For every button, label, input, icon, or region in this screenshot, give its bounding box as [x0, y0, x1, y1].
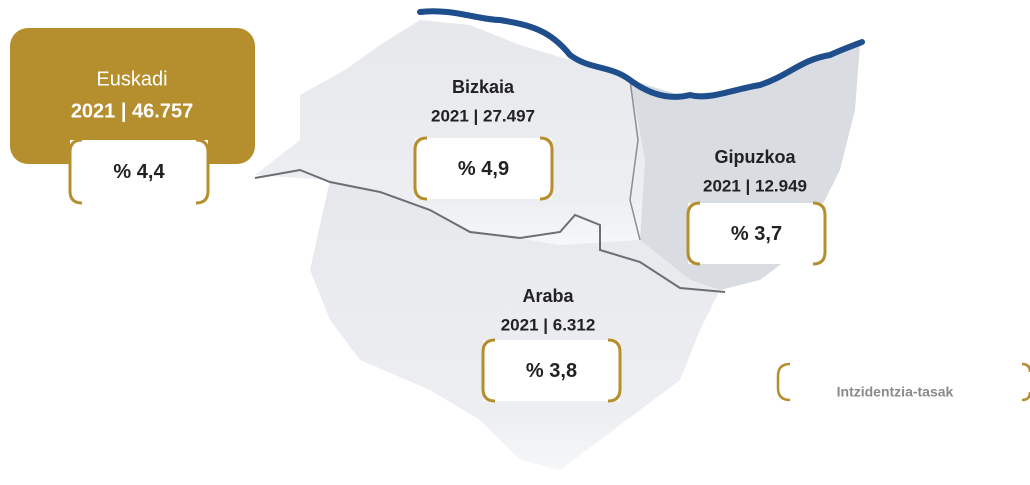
bizkaia-area	[255, 20, 645, 245]
bracket	[776, 362, 791, 402]
rate-box	[415, 138, 552, 199]
border	[629, 79, 641, 241]
region-name: Araba	[522, 286, 574, 306]
rate-box	[483, 340, 620, 401]
coastline	[417, 8, 865, 100]
rate-box	[688, 203, 825, 264]
rate: % 3,8	[526, 360, 577, 382]
region-figure: 2021 | 6.312	[501, 315, 596, 334]
rate-box	[70, 140, 208, 203]
bracket	[195, 138, 210, 205]
total-figure: 2021 | 46.757	[71, 100, 193, 122]
rate: % 4,4	[113, 161, 165, 183]
legend: Intzidentzia-tasak	[837, 384, 954, 400]
bracket	[607, 338, 622, 403]
bracket	[481, 338, 496, 403]
total-panel	[10, 28, 255, 164]
bracket	[539, 136, 554, 201]
region-name: Bizkaia	[452, 77, 515, 97]
region-figure: 2021 | 27.497	[431, 106, 535, 125]
bracket	[68, 138, 83, 205]
region-figure: 2021 | 12.949	[703, 176, 807, 195]
bracket	[812, 201, 827, 266]
border	[254, 168, 726, 293]
rate: % 3,7	[731, 223, 782, 245]
region-name: Gipuzkoa	[714, 147, 796, 167]
rate: % 4,9	[458, 158, 509, 180]
total-name: Euskadi	[96, 68, 167, 90]
bracket	[686, 201, 701, 266]
bracket	[1021, 362, 1030, 402]
bracket	[413, 136, 428, 201]
